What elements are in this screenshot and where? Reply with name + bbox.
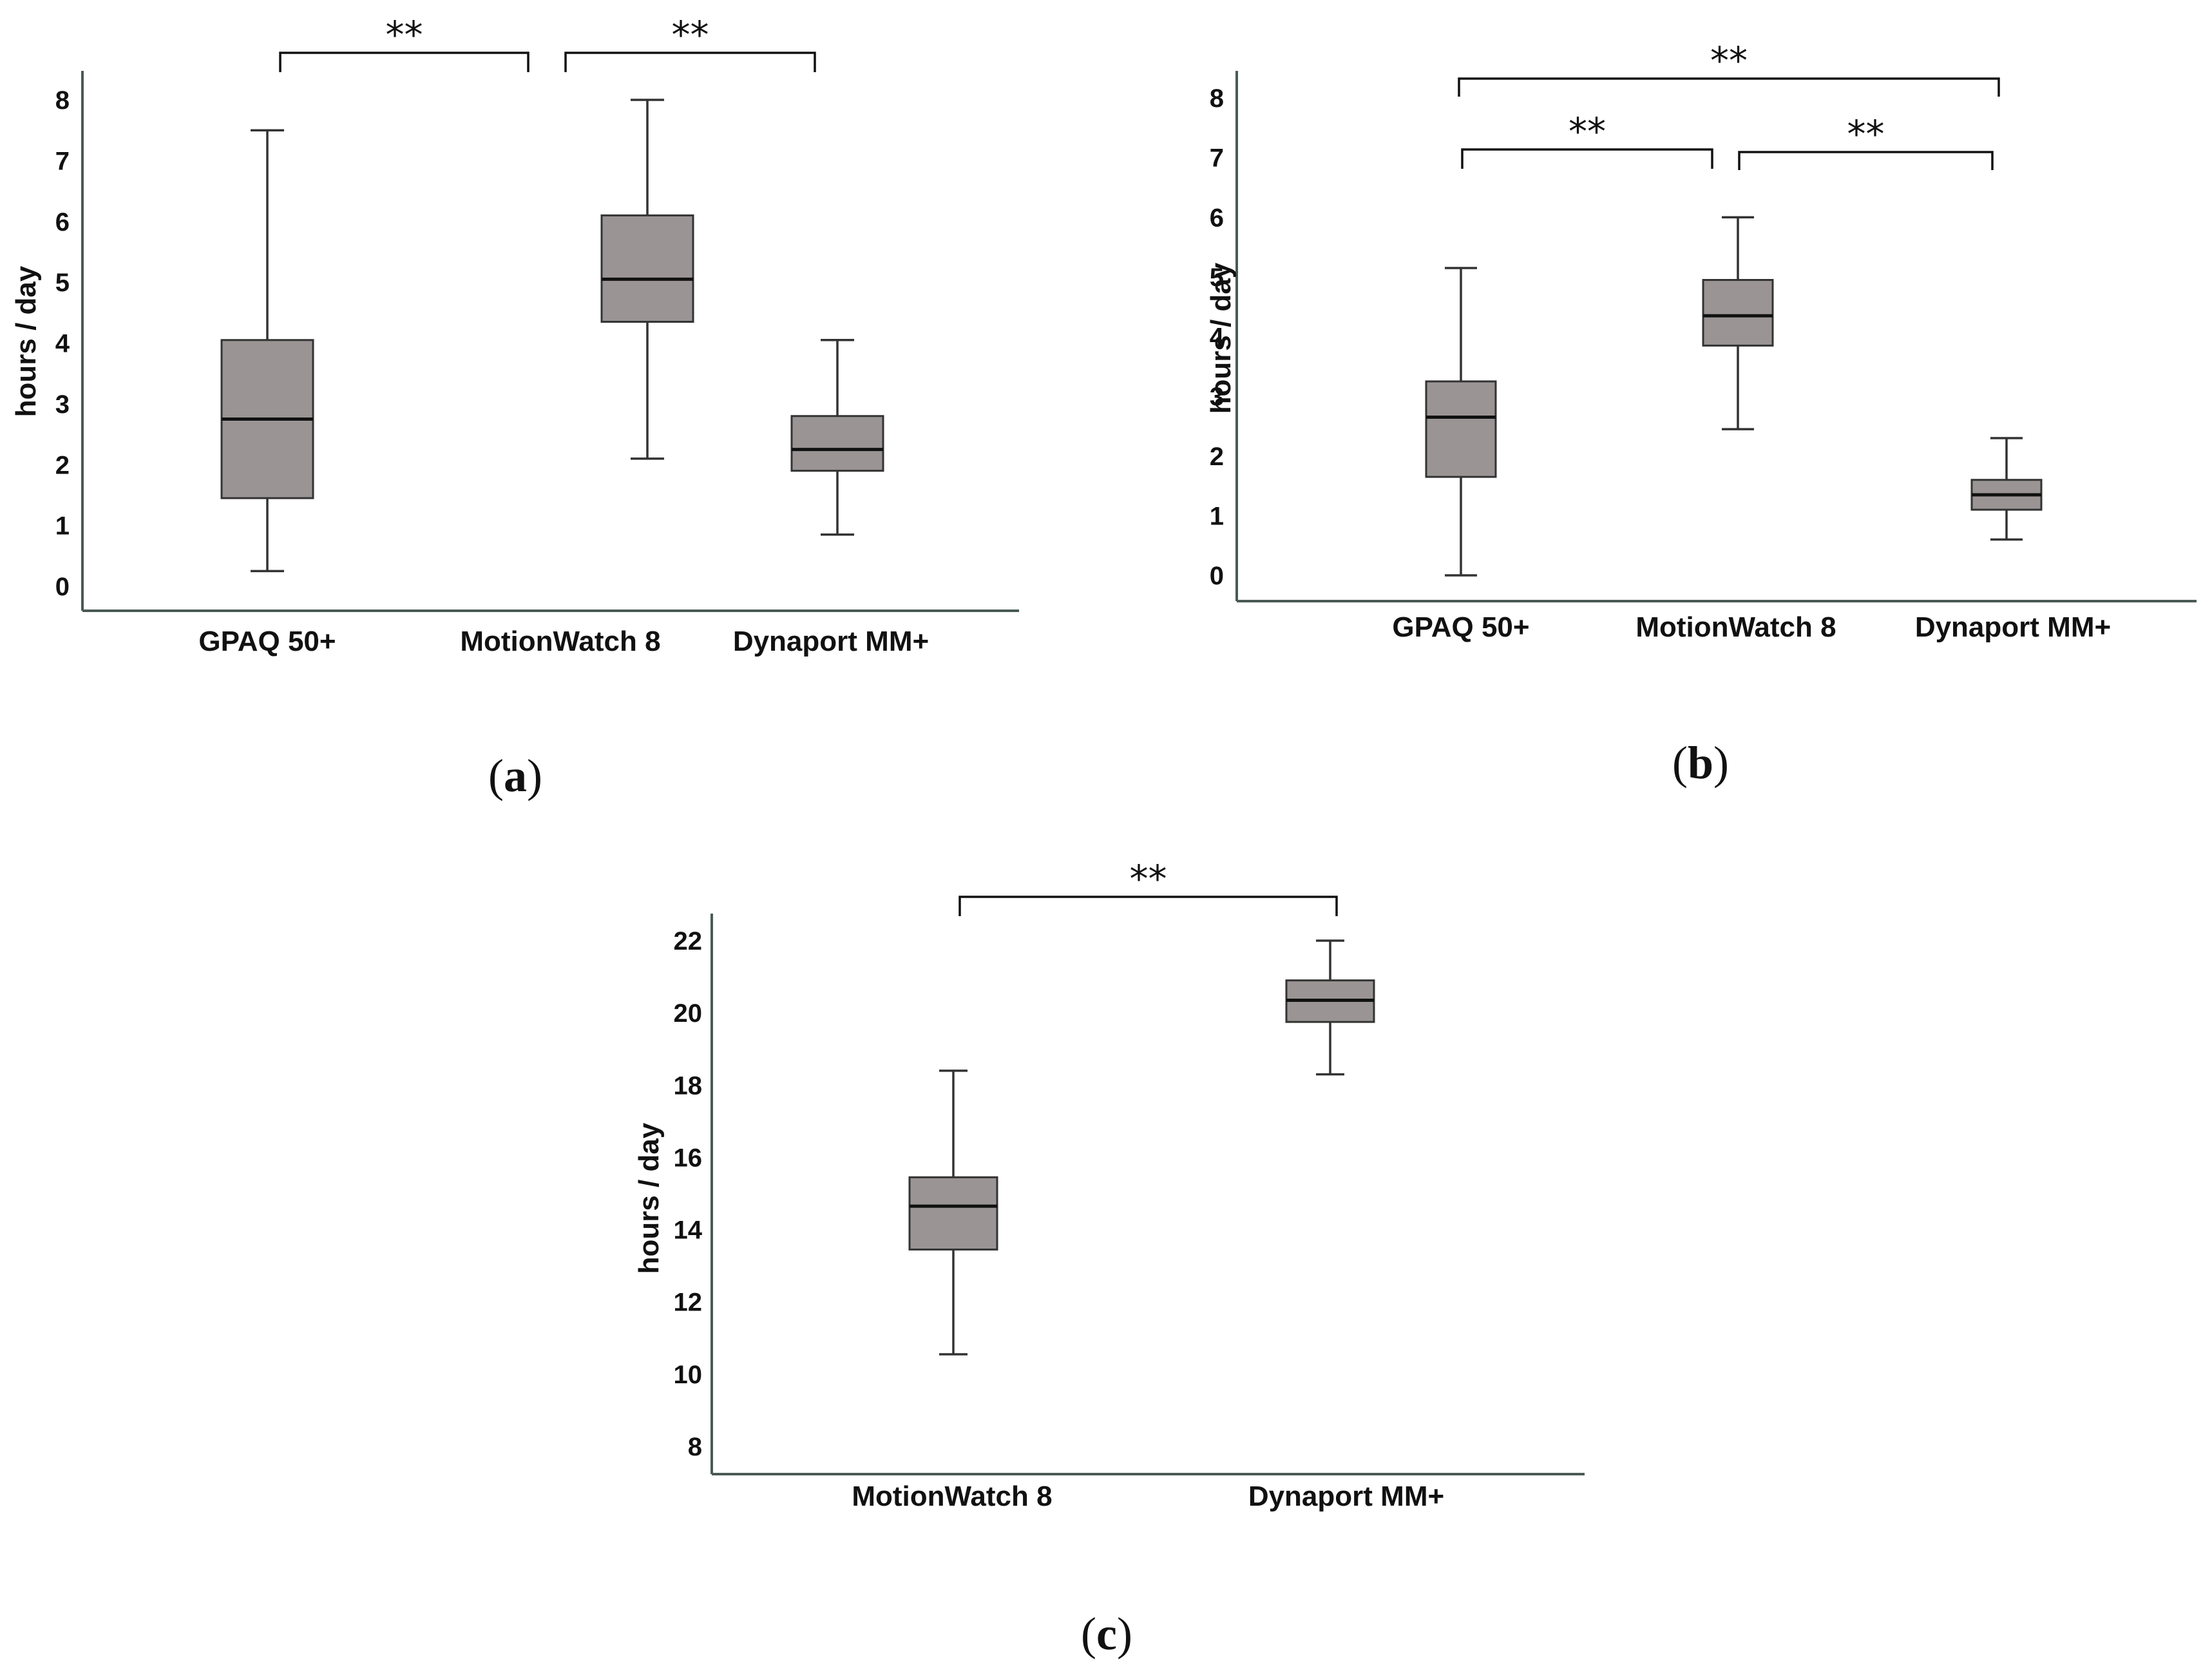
y-tick-label: 14 bbox=[674, 1216, 703, 1245]
x-category-label: Dynaport MM+ bbox=[1248, 1481, 1444, 1512]
significance-bracket: ** bbox=[958, 857, 1338, 916]
iqr-box bbox=[1425, 380, 1497, 478]
panel-label-paren: ) bbox=[527, 750, 542, 801]
y-tick-label: 8 bbox=[688, 1433, 702, 1461]
y-tick-label: 22 bbox=[674, 927, 703, 955]
y-tick-label: 1 bbox=[1210, 502, 1224, 530]
y-tick-label: 1 bbox=[55, 512, 70, 541]
significance-bracket: ** bbox=[564, 13, 816, 72]
y-tick-label: 4 bbox=[55, 330, 70, 358]
bracket-line bbox=[1458, 77, 2000, 97]
y-tick-label: 7 bbox=[55, 147, 70, 175]
x-category-label: Dynaport MM+ bbox=[733, 626, 929, 657]
panel-label-letter: a bbox=[504, 750, 527, 801]
box-1 bbox=[908, 1070, 998, 1356]
panel-label: (c) bbox=[1081, 1608, 1132, 1660]
chart-panel-c: 8 10 12 14 16 18 20 22 hours / day MotionWatch 8 D… bbox=[633, 857, 1585, 1660]
y-tick-label: 8 bbox=[1210, 84, 1224, 113]
y-tick-label: 5 bbox=[1210, 264, 1224, 292]
y-axis-title: hours / day bbox=[10, 265, 42, 417]
y-axis-title: hours / day bbox=[633, 1122, 665, 1274]
y-tick-label: 0 bbox=[55, 573, 70, 601]
box-2 bbox=[1702, 216, 1774, 430]
significance-label: ** bbox=[1568, 110, 1606, 153]
y-tick-label: 0 bbox=[1210, 562, 1224, 590]
y-tick-label: 3 bbox=[55, 390, 70, 419]
box-2 bbox=[600, 99, 694, 460]
panel-label-letter: c bbox=[1096, 1608, 1117, 1660]
y-tick-label: 20 bbox=[674, 999, 703, 1028]
bracket-line bbox=[1738, 151, 1994, 170]
x-category-label: MotionWatch 8 bbox=[460, 626, 660, 657]
x-category-label: GPAQ 50+ bbox=[198, 626, 336, 657]
significance-label: ** bbox=[1847, 112, 1885, 156]
y-tick-label: 16 bbox=[674, 1144, 703, 1172]
panel-label: (a) bbox=[488, 750, 542, 801]
bracket-line bbox=[564, 52, 816, 72]
y-tick-label: 12 bbox=[674, 1289, 703, 1317]
y-tick-label: 10 bbox=[674, 1361, 703, 1389]
x-category-label: MotionWatch 8 bbox=[852, 1481, 1052, 1512]
panel-label-paren: ) bbox=[1117, 1608, 1132, 1660]
y-tick-label: 6 bbox=[1210, 204, 1224, 232]
chart-panel-a: 0 1 2 3 4 5 6 7 8 hours / day GPAQ 50+ MotionWatch … bbox=[10, 13, 1019, 801]
significance-bracket: ** bbox=[1461, 110, 1713, 169]
panel-label-paren: ( bbox=[1081, 1608, 1096, 1660]
y-tick-label: 8 bbox=[55, 86, 70, 115]
box-3 bbox=[1970, 437, 2043, 541]
y-tick-label: 4 bbox=[1210, 323, 1225, 352]
x-category-label: GPAQ 50+ bbox=[1392, 611, 1529, 643]
box-1 bbox=[1425, 267, 1497, 577]
y-tick-label: 3 bbox=[1210, 383, 1224, 411]
y-tick-label: 6 bbox=[55, 208, 70, 236]
y-axis-title: hours / day bbox=[1205, 262, 1237, 414]
iqr-box bbox=[1702, 279, 1774, 347]
y-tick-label: 18 bbox=[674, 1071, 703, 1100]
panel-label-letter: b bbox=[1688, 737, 1713, 789]
panel-label: (b) bbox=[1672, 737, 1729, 789]
significance-label: ** bbox=[672, 13, 709, 57]
y-tick-label: 2 bbox=[1210, 443, 1224, 471]
y-tick-label: 2 bbox=[55, 451, 70, 479]
bracket-line bbox=[279, 52, 529, 72]
significance-bracket: ** bbox=[279, 13, 529, 72]
y-tick-label: 5 bbox=[55, 269, 70, 297]
box-2 bbox=[1285, 939, 1375, 1076]
chart-panel-b: 0 1 2 3 4 5 6 7 8 hours / day GPAQ 50+ MotionWatch … bbox=[1205, 39, 2197, 789]
iqr-box bbox=[600, 214, 694, 323]
bracket-line bbox=[958, 896, 1338, 916]
significance-label: ** bbox=[1130, 857, 1167, 901]
x-category-label: Dynaport MM+ bbox=[1915, 611, 2111, 643]
iqr-box bbox=[908, 1176, 998, 1251]
box-1 bbox=[220, 129, 314, 573]
y-tick-label: 7 bbox=[1210, 144, 1224, 173]
significance-bracket: ** bbox=[1738, 112, 1994, 170]
panel-label-paren: ( bbox=[488, 750, 504, 801]
significance-label: ** bbox=[386, 13, 423, 57]
significance-label: ** bbox=[1710, 39, 1748, 82]
panel-label-paren: ) bbox=[1713, 737, 1729, 789]
iqr-box bbox=[790, 415, 884, 472]
box-3 bbox=[790, 339, 884, 536]
x-category-label: MotionWatch 8 bbox=[1635, 611, 1836, 643]
bracket-line bbox=[1461, 148, 1713, 169]
panel-label-paren: ( bbox=[1672, 737, 1688, 789]
significance-bracket: ** bbox=[1458, 39, 2000, 97]
